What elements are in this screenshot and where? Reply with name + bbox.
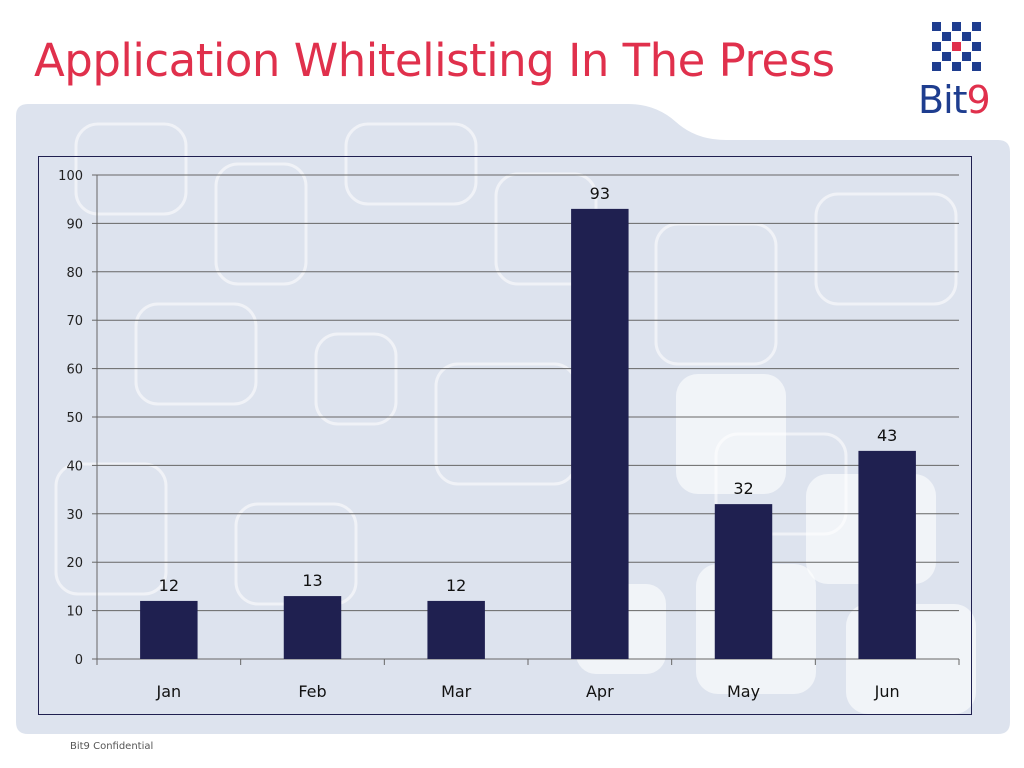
data-label: 32 xyxy=(733,479,753,498)
x-tick-label: Apr xyxy=(586,682,614,701)
data-label: 43 xyxy=(877,426,897,445)
chart-frame: 0 10 20 30 40 50 60 70 80 90 100 12 Jan 13 Feb 12 Mar 93 A… xyxy=(38,156,972,715)
x-tick-label: Mar xyxy=(441,682,472,701)
bar xyxy=(858,450,916,659)
x-tick-label: May xyxy=(727,682,760,701)
y-tick-label: 100 xyxy=(58,169,83,184)
x-tick-label: Jan xyxy=(155,682,181,701)
bar xyxy=(140,600,198,659)
slide-title: Application Whitelisting In The Press xyxy=(34,34,835,87)
footer-confidential: Bit9 Confidential xyxy=(70,741,154,752)
data-label: 12 xyxy=(159,576,179,595)
data-label: 93 xyxy=(590,184,610,203)
logo-wordmark: Bit9 xyxy=(918,78,991,122)
bar xyxy=(571,208,629,659)
y-tick-label: 90 xyxy=(66,217,83,232)
y-tick-label: 40 xyxy=(66,459,83,474)
bar-chart: 0 10 20 30 40 50 60 70 80 90 100 12 Jan 13 Feb 12 Mar 93 A… xyxy=(58,169,960,701)
y-tick-label: 50 xyxy=(66,411,83,426)
data-label: 12 xyxy=(446,576,466,595)
y-tick-label: 10 xyxy=(66,605,83,620)
y-tick-label: 80 xyxy=(66,266,83,281)
bar xyxy=(714,504,773,659)
bar xyxy=(283,596,342,659)
bar xyxy=(427,600,485,659)
y-tick-label: 30 xyxy=(66,508,83,523)
logo-text-main: Bit xyxy=(918,78,968,122)
logo-text-accent: 9 xyxy=(966,78,991,122)
y-tick-label: 0 xyxy=(75,653,83,668)
bit9-logo: Bit9 xyxy=(918,20,998,130)
logo-grid-icon xyxy=(932,22,981,71)
x-tick-label: Feb xyxy=(298,682,326,701)
x-tick-label: Jun xyxy=(874,682,900,701)
y-tick-label: 20 xyxy=(66,556,83,571)
y-tick-label: 60 xyxy=(66,363,83,378)
y-tick-label: 70 xyxy=(66,314,83,329)
data-label: 13 xyxy=(302,571,322,590)
